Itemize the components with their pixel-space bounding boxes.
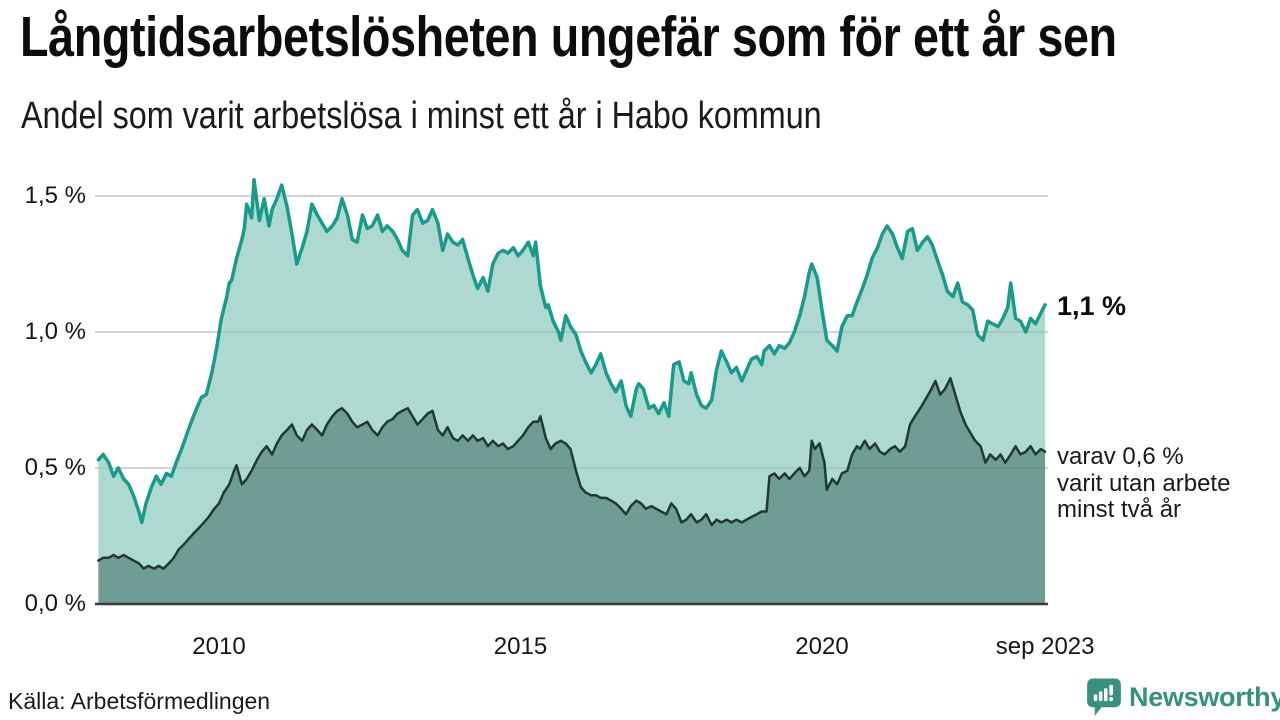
series-end-label-total: 1,1 % [1057,291,1127,321]
source-label: Källa: Arbetsförmedlingen [8,688,271,714]
series-end-label-subset: varav 0,6 % varit utan arbete minst två … [1057,443,1231,523]
x-tick-label: sep 2023 [995,633,1095,660]
y-tick-label: 1,5 % [24,182,86,209]
x-tick-label: 2015 [493,633,548,660]
page-title: Långtidsarbetslösheten ungefär som för e… [20,5,1117,69]
newsworthy-icon [1087,678,1121,716]
x-tick-label: 2020 [795,633,849,660]
brand-logo: Newsworthy [1086,677,1280,718]
y-axis-labels: 0,0 % 0,5 % 1,0 % 1,5 % [0,0,88,720]
page-subtitle: Andel som varit arbetslösa i minst ett å… [21,95,822,137]
x-tick-label: 2010 [192,633,246,660]
y-tick-label: 0,5 % [24,454,86,481]
y-tick-label: 0,0 % [24,590,86,617]
brand-name: Newsworthy [1129,682,1280,712]
x-axis-labels: 2010 2015 2020 sep 2023 [0,633,1280,663]
y-tick-label: 1,0 % [24,318,86,345]
